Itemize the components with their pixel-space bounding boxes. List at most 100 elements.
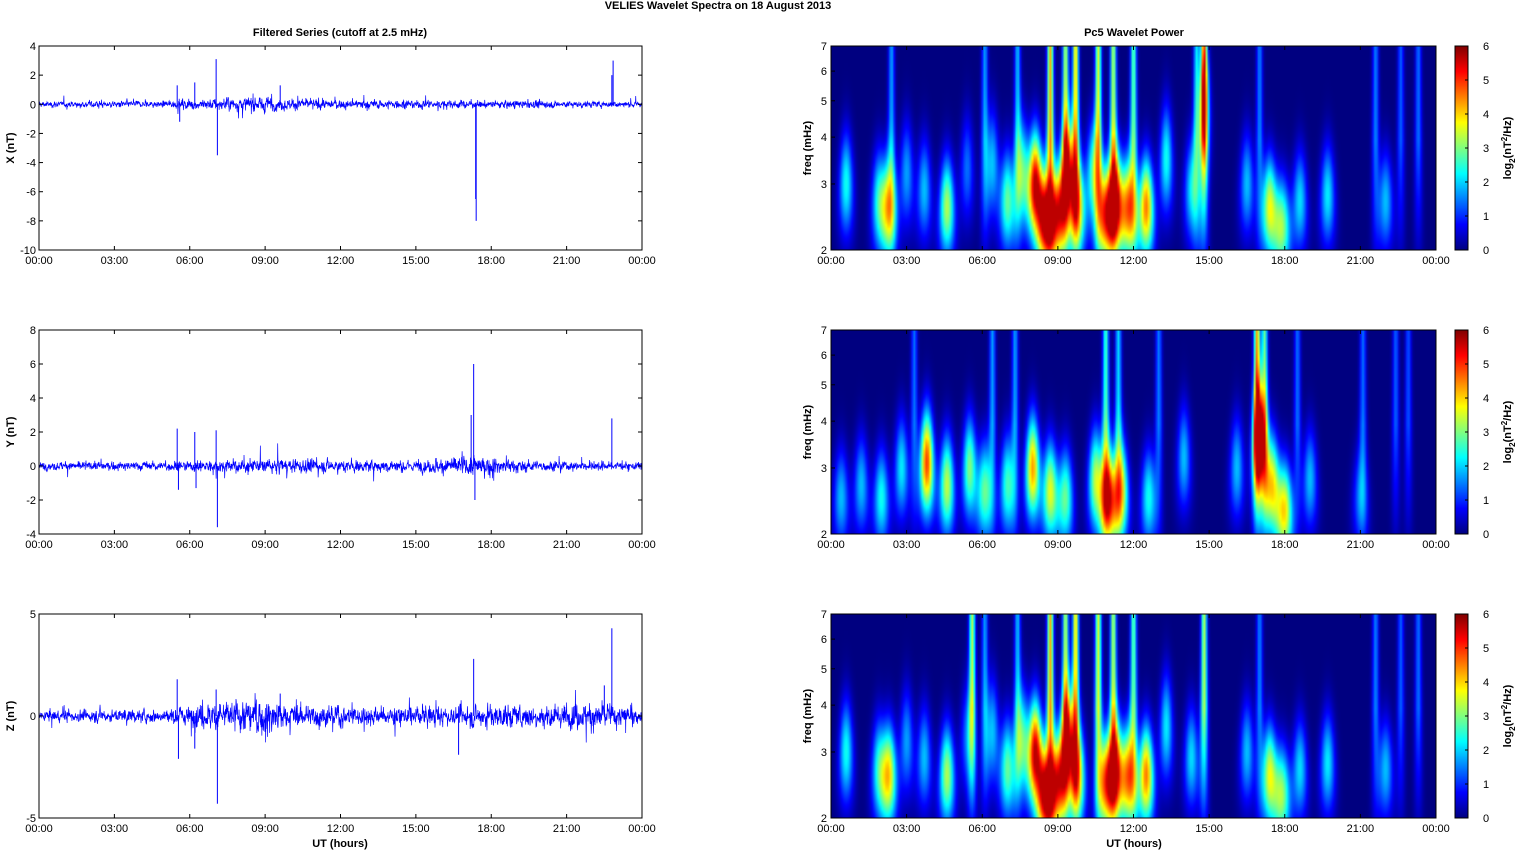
ytick-label: -8 (26, 216, 36, 228)
ytick-label: 6 (821, 350, 827, 362)
colorbar-tick-label: 6 (1483, 41, 1489, 53)
wv-y-xtick-label: 18:00 (1271, 539, 1299, 551)
ytick-label: 6 (821, 634, 827, 646)
colorbar-tick-label: 2 (1483, 745, 1489, 757)
colorbar-label-part: /Hz) (1502, 400, 1514, 421)
wv-x-xtick-label: 00:00 (1422, 255, 1450, 267)
colorbar-label-part: 2 (1500, 136, 1509, 141)
colorbar-tick-label: 0 (1483, 245, 1489, 257)
ytick-label: -5 (26, 813, 36, 825)
left-column-title: Filtered Series (cutoff at 2.5 mHz) (253, 27, 428, 39)
colorbar-tick-label: 3 (1483, 711, 1489, 723)
colorbar-label-part: (nT (1502, 141, 1514, 158)
wv-z-xtick-label: 00:00 (1422, 823, 1450, 835)
ytick-label: 2 (821, 529, 827, 541)
colorbar-tick-label: 4 (1483, 677, 1489, 689)
ts-x-xtick-label: 06:00 (176, 255, 204, 267)
freq-ylabel: freq (mHz) (802, 120, 814, 175)
ts-y-xtick-label: 12:00 (327, 539, 355, 551)
colorbar-label-part: /Hz) (1502, 116, 1514, 137)
ytick-label: 2 (30, 70, 36, 82)
wv-z-xtick-label: 18:00 (1271, 823, 1299, 835)
ts-x-xtick-label: 03:00 (101, 255, 129, 267)
ytick-label: -2 (26, 495, 36, 507)
wv-z-xtick-label: 00:00 (817, 823, 845, 835)
ytick-label: 2 (30, 427, 36, 439)
wavelet-image (831, 46, 1436, 250)
ts-z-xtick-label: 15:00 (402, 823, 430, 835)
colorbar-tick-label: 6 (1483, 609, 1489, 621)
wv-z-xtick-label: 15:00 (1195, 823, 1223, 835)
wv-y-xtick-label: 03:00 (893, 539, 921, 551)
colorbar-label: log2(nT2/Hz) (1500, 400, 1517, 463)
ylabel: X (nT) (5, 132, 17, 163)
colorbar-label-part: (nT (1502, 425, 1514, 442)
ytick-label: 5 (821, 96, 827, 108)
wavelet-image (831, 614, 1436, 818)
colorbar-tick-label: 4 (1483, 393, 1489, 405)
wv-y-xtick-label: 00:00 (1422, 539, 1450, 551)
ytick-label: 7 (821, 41, 827, 53)
ts-y-xtick-label: 21:00 (553, 539, 581, 551)
colorbar-label-part: log (1502, 163, 1514, 180)
colorbar-label-part: /Hz) (1502, 684, 1514, 705)
ts-y-xtick-label: 09:00 (251, 539, 279, 551)
ts-x-xtick-label: 15:00 (402, 255, 430, 267)
wv-x-xtick-label: 15:00 (1195, 255, 1223, 267)
colorbar (1455, 46, 1468, 250)
wv-y-xtick-label: 21:00 (1347, 539, 1375, 551)
ytick-label: 7 (821, 609, 827, 621)
ts-z-xtick-label: 03:00 (101, 823, 129, 835)
ts-y-xtick-label: 00:00 (628, 539, 656, 551)
ts-x-xtick-label: 00:00 (25, 255, 53, 267)
colorbar-tick-label: 1 (1483, 495, 1489, 507)
ts-x-xtick-label: 12:00 (327, 255, 355, 267)
colorbar-label-part: 2 (1500, 704, 1509, 709)
colorbar (1455, 614, 1468, 818)
colorbar-tick-label: 1 (1483, 779, 1489, 791)
plot-area (39, 330, 642, 534)
ytick-label: 6 (821, 66, 827, 78)
ts-x-xtick-label: 18:00 (477, 255, 505, 267)
ytick-label: 2 (821, 245, 827, 257)
ytick-label: -10 (20, 245, 36, 257)
colorbar-tick-label: 0 (1483, 813, 1489, 825)
wv-x-xtick-label: 12:00 (1120, 255, 1148, 267)
ytick-label: 4 (821, 700, 827, 712)
ts-y-xtick-label: 15:00 (402, 539, 430, 551)
colorbar (1455, 330, 1468, 534)
wv-x-xtick-label: 18:00 (1271, 255, 1299, 267)
colorbar-label-part: 2 (1508, 158, 1517, 163)
series-line-x (38, 93, 643, 119)
ytick-label: 0 (30, 461, 36, 473)
colorbar-tick-label: 5 (1483, 359, 1489, 371)
right-column-title: Pc5 Wavelet Power (1084, 27, 1185, 39)
colorbar-tick-label: 1 (1483, 211, 1489, 223)
ytick-label: 4 (821, 132, 827, 144)
ts-z-xtick-label: 09:00 (251, 823, 279, 835)
series-line-z (38, 689, 643, 743)
wv-x-xtick-label: 03:00 (893, 255, 921, 267)
timeseries-panel-y: -4 -2 0 2 4 6 8 Y (nT) (5, 325, 643, 541)
ts-z-xtick-label: 21:00 (553, 823, 581, 835)
wv-z-xtick-label: 06:00 (968, 823, 996, 835)
ts-x-xtick-label: 09:00 (251, 255, 279, 267)
left-xlabel: UT (hours) (312, 838, 368, 850)
wv-x-xtick-label: 06:00 (968, 255, 996, 267)
ts-z-xtick-label: 18:00 (477, 823, 505, 835)
colorbar-tick-label: 0 (1483, 529, 1489, 541)
colorbar-label: log2(nT2/Hz) (1500, 116, 1517, 179)
ytick-label: 0 (30, 711, 36, 723)
timeseries-panel-z: -5 0 5 Z (nT) (5, 609, 643, 825)
ylabel: Y (nT) (5, 416, 17, 447)
colorbar-tick-label: 3 (1483, 143, 1489, 155)
wv-y-xtick-label: 15:00 (1195, 539, 1223, 551)
ytick-label: 4 (30, 41, 36, 53)
colorbar-label-part: 2 (1508, 442, 1517, 447)
colorbar-label: log2(nT2/Hz) (1500, 684, 1517, 747)
ts-z-xtick-label: 12:00 (327, 823, 355, 835)
ytick-label: -2 (26, 128, 36, 140)
ytick-label: 5 (821, 380, 827, 392)
colorbar-label-part: log (1502, 731, 1514, 748)
